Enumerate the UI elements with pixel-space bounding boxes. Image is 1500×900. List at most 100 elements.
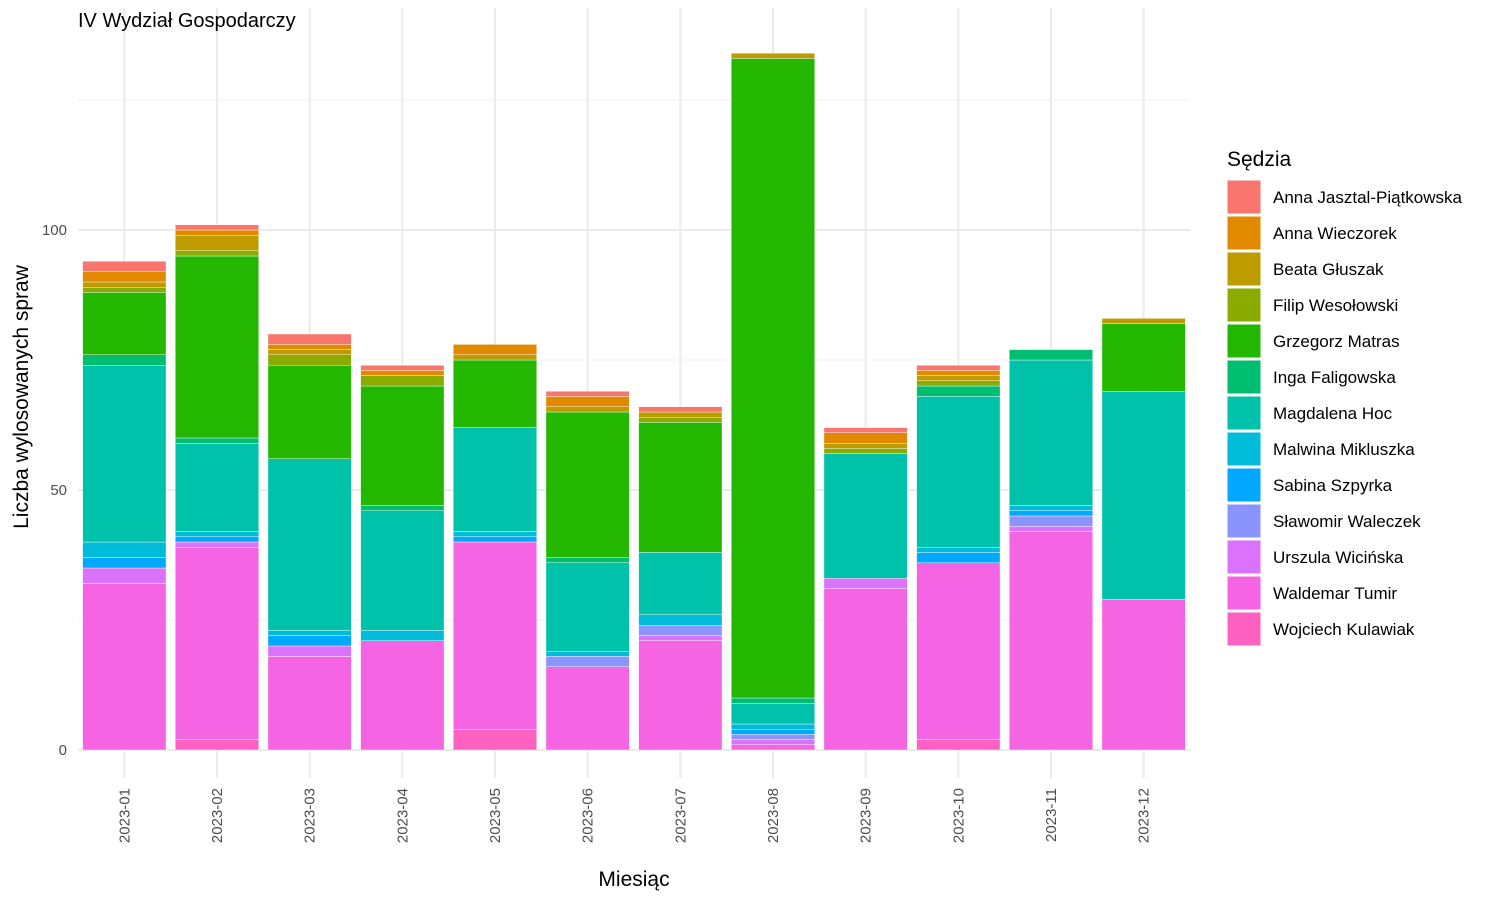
bar-segment bbox=[360, 630, 445, 642]
bar-segment bbox=[1101, 391, 1186, 600]
bar-segment bbox=[267, 458, 352, 631]
bar-segment bbox=[175, 255, 259, 439]
bar-segment bbox=[823, 427, 908, 434]
bar-segment bbox=[916, 547, 1001, 553]
bar-segment bbox=[545, 411, 630, 558]
legend-swatch bbox=[1226, 215, 1262, 251]
legend-swatch bbox=[1226, 359, 1262, 395]
bar-segment bbox=[638, 552, 723, 616]
bar-segment bbox=[545, 651, 630, 657]
bar-segment bbox=[82, 567, 167, 584]
legend-label: Beata Głuszak bbox=[1273, 260, 1384, 279]
bar-segment bbox=[731, 744, 815, 751]
bar-segment bbox=[1009, 515, 1093, 527]
x-tick-label: 2023-08 bbox=[765, 788, 782, 843]
bar-segment bbox=[638, 422, 723, 553]
bar-segment bbox=[175, 541, 259, 548]
legend-label: Magdalena Hoc bbox=[1273, 404, 1393, 423]
bar-segment bbox=[731, 703, 815, 725]
bar-segment bbox=[175, 739, 259, 751]
bar-segment bbox=[731, 739, 815, 745]
legend-label: Filip Wesołowski bbox=[1273, 296, 1398, 315]
bar-segment bbox=[638, 640, 723, 751]
legend: Sędzia Anna Jasztal-Piątkowska Anna Wiecz… bbox=[1226, 148, 1463, 647]
legend-label: Wojciech Kulawiak bbox=[1273, 620, 1415, 639]
bar-segment bbox=[1101, 599, 1186, 751]
chart-title: IV Wydział Gospodarczy bbox=[78, 10, 296, 32]
bar-segment bbox=[175, 234, 259, 251]
bar-segment bbox=[638, 635, 723, 641]
bar-segment bbox=[82, 281, 167, 288]
bar-segment bbox=[360, 640, 445, 751]
x-tick-label: 2023-02 bbox=[209, 788, 226, 843]
bar-segment bbox=[453, 354, 537, 361]
bar-segment bbox=[823, 453, 908, 579]
bar-segment bbox=[82, 541, 167, 558]
x-tick-label: 2023-06 bbox=[580, 788, 597, 843]
legend-swatch bbox=[1226, 575, 1262, 611]
bar-segment bbox=[82, 261, 167, 272]
bar-segment bbox=[916, 375, 1001, 382]
bar-segment bbox=[453, 729, 537, 751]
bar-segment bbox=[82, 292, 167, 355]
bar-segment bbox=[267, 656, 352, 751]
legend-label: Anna Wieczorek bbox=[1273, 224, 1397, 243]
bar-segment bbox=[638, 614, 723, 626]
bar-segment bbox=[731, 734, 815, 740]
bar-segment bbox=[175, 443, 259, 532]
bar-segment bbox=[823, 432, 908, 444]
bar-segment bbox=[82, 365, 167, 543]
bar-segment bbox=[175, 224, 259, 231]
bar-segment bbox=[823, 443, 908, 449]
bar-segment bbox=[1009, 510, 1093, 517]
bar-segment bbox=[823, 578, 908, 590]
bar-segment bbox=[175, 536, 259, 543]
legend-label: Grzegorz Matras bbox=[1273, 332, 1400, 351]
bar-segment bbox=[82, 354, 167, 366]
y-tick-label: 50 bbox=[50, 482, 67, 499]
bar-segment bbox=[916, 385, 1001, 397]
bar-segment bbox=[916, 380, 1001, 387]
legend-swatch bbox=[1226, 611, 1262, 647]
legend-swatch bbox=[1226, 431, 1262, 467]
bar-segment bbox=[175, 229, 259, 236]
x-tick-labels: 2023-01 2023-02 2023-03 2023-04 2023-05 2023-… bbox=[116, 788, 1152, 843]
x-tick-label: 2023-12 bbox=[1136, 788, 1153, 843]
bar-segment bbox=[1101, 323, 1186, 392]
bar-segment bbox=[545, 396, 630, 407]
legend-label: Sabina Szpyrka bbox=[1273, 476, 1393, 495]
legend-label: Inga Faligowska bbox=[1273, 368, 1396, 387]
bar-segment bbox=[916, 396, 1001, 548]
x-tick-label: 2023-03 bbox=[302, 788, 319, 843]
bar-segment bbox=[175, 250, 259, 257]
bar-segment bbox=[175, 547, 259, 740]
x-tick-label: 2023-11 bbox=[1043, 788, 1060, 842]
bar-segment bbox=[360, 370, 445, 376]
bar-segment bbox=[545, 406, 630, 413]
bar-segment bbox=[453, 427, 537, 532]
bar-segment bbox=[267, 333, 352, 345]
x-axis-title: Miesiąc bbox=[598, 868, 669, 891]
bar-segment bbox=[545, 666, 630, 751]
bar-segment bbox=[1101, 318, 1186, 324]
bar-segment bbox=[453, 344, 537, 355]
legend-label: Malwina Mikluszka bbox=[1273, 440, 1415, 459]
bar-segment bbox=[175, 531, 259, 537]
bar-segment bbox=[82, 287, 167, 293]
bar-segment bbox=[1009, 531, 1093, 751]
bar-segment bbox=[360, 375, 445, 387]
bar-segment bbox=[638, 417, 723, 423]
bar-segment bbox=[916, 552, 1001, 564]
bar-segment bbox=[267, 365, 352, 460]
legend-swatch bbox=[1226, 467, 1262, 503]
bar-segment bbox=[1009, 505, 1093, 512]
bar-segment bbox=[823, 588, 908, 751]
x-tick-label: 2023-01 bbox=[116, 788, 133, 843]
legend-label: Waldemar Tumir bbox=[1273, 584, 1397, 603]
legend-swatch bbox=[1226, 395, 1262, 431]
legend-swatch bbox=[1226, 323, 1262, 359]
bar-segment bbox=[916, 365, 1001, 371]
bar-segment bbox=[360, 505, 445, 512]
bar-segment bbox=[638, 406, 723, 413]
